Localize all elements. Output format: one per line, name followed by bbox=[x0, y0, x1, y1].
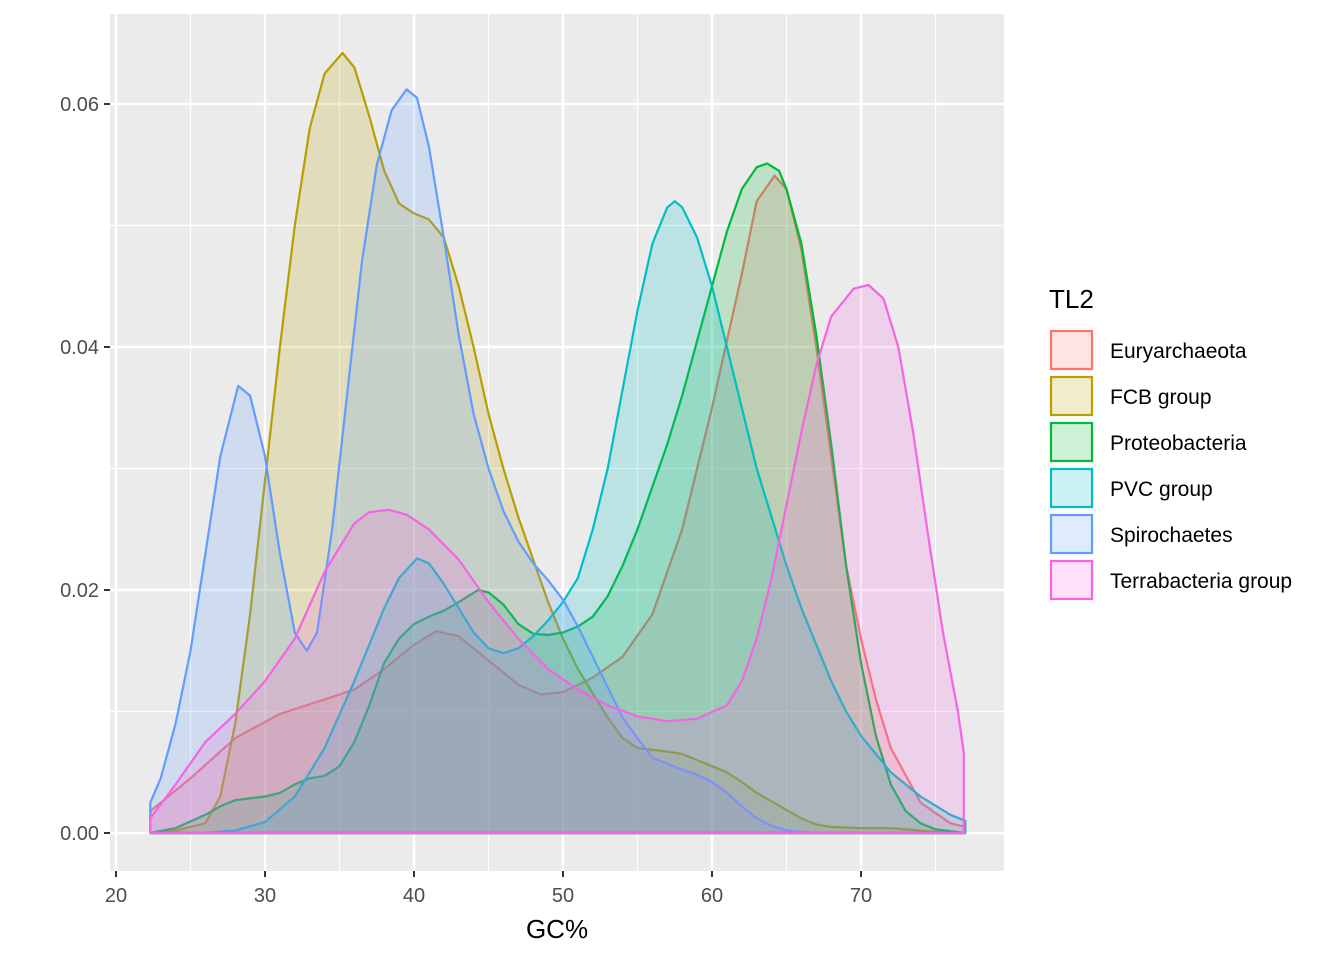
legend-key-bg bbox=[1049, 375, 1094, 417]
density-series bbox=[149, 51, 967, 835]
legend-key-spirochaetes bbox=[1049, 513, 1094, 555]
x-tick-label: 30 bbox=[254, 885, 276, 907]
x-axis-title: GC% bbox=[526, 914, 588, 944]
legend-key-bg bbox=[1049, 513, 1094, 555]
x-tick-label: 70 bbox=[850, 885, 872, 907]
x-tick-label: 50 bbox=[552, 885, 574, 907]
y-tick-label: 0.00 bbox=[60, 823, 99, 845]
density-fcb-group bbox=[149, 51, 967, 835]
legend-key-proteobacteria bbox=[1049, 421, 1094, 463]
plot-panel bbox=[110, 14, 1004, 871]
legend-label-proteobacteria: Proteobacteria bbox=[1110, 432, 1247, 455]
legend-key-bg bbox=[1049, 467, 1094, 509]
legend-key-bg bbox=[1049, 559, 1094, 601]
legend-label-pvc-group: PVC group bbox=[1110, 478, 1213, 501]
legend-key-pvc-group bbox=[1049, 467, 1094, 509]
y-axis: 0.00 0.02 0.04 0.06 bbox=[60, 94, 110, 845]
x-axis: 20 30 40 50 60 70 bbox=[105, 871, 872, 907]
y-tick-label: 0.04 bbox=[60, 337, 99, 359]
legend-label-spirochaetes: Spirochaetes bbox=[1110, 524, 1233, 547]
legend-key-fcb-group bbox=[1049, 375, 1094, 417]
legend-key-terrabacteria-group bbox=[1049, 559, 1094, 601]
x-tick-label: 20 bbox=[105, 885, 127, 907]
density-spirochaetes bbox=[149, 88, 967, 835]
grid-minor bbox=[110, 14, 1004, 871]
legend-title: TL2 bbox=[1049, 284, 1094, 314]
density-terrabacteria-group bbox=[149, 283, 965, 835]
legend-label-euryarchaeota: Euryarchaeota bbox=[1110, 340, 1247, 363]
density-proteobacteria bbox=[149, 162, 967, 835]
legend-key-bg bbox=[1049, 421, 1094, 463]
x-tick-label: 40 bbox=[403, 885, 425, 907]
legend-key-euryarchaeota bbox=[1049, 329, 1094, 371]
legend-label-terrabacteria-group: Terrabacteria group bbox=[1110, 570, 1292, 593]
y-tick-label: 0.06 bbox=[60, 94, 99, 116]
y-tick-label: 0.02 bbox=[60, 580, 99, 602]
x-tick-label: 60 bbox=[701, 885, 723, 907]
legend-key-bg bbox=[1049, 329, 1094, 371]
legend-label-fcb-group: FCB group bbox=[1110, 386, 1212, 409]
density-pvc-group bbox=[149, 200, 967, 835]
legend: TL2 Euryarchaeota FCB group Proteobacteria… bbox=[1049, 284, 1292, 601]
